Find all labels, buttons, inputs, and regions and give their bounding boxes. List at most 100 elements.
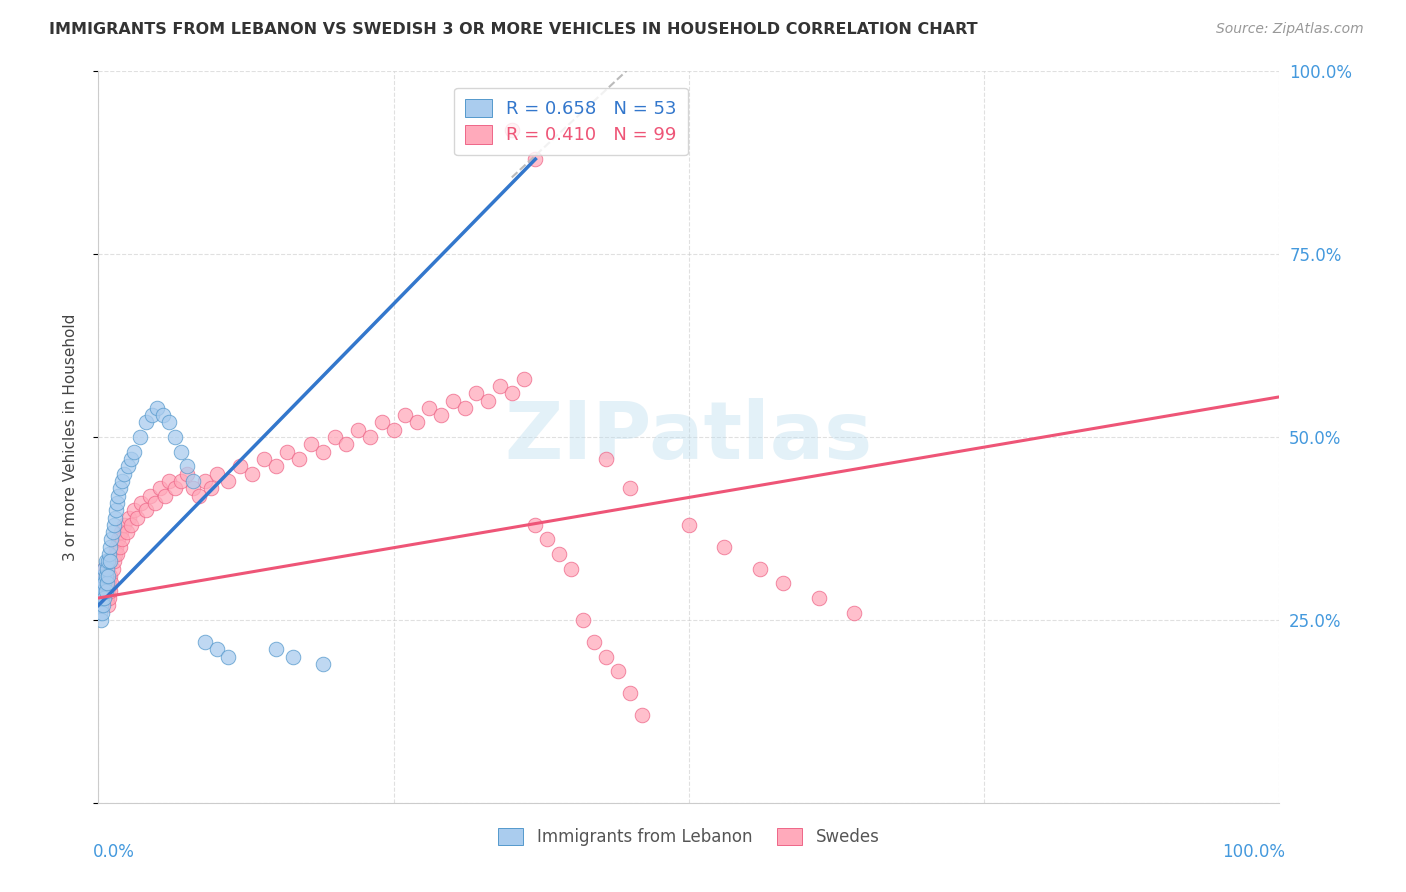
Point	[129, 496, 152, 510]
Legend: Immigrants from Lebanon, Swedes: Immigrants from Lebanon, Swedes	[492, 822, 886, 853]
Point	[181, 481, 204, 495]
Point	[229, 459, 252, 474]
Point	[90, 576, 112, 591]
Point	[93, 576, 115, 591]
Point	[91, 569, 114, 583]
Point	[205, 467, 228, 481]
Point	[157, 416, 180, 430]
Point	[772, 576, 794, 591]
Point	[100, 533, 122, 547]
Point	[101, 525, 124, 540]
Point	[678, 517, 700, 532]
Point	[187, 489, 209, 503]
Point	[607, 664, 630, 678]
Point	[283, 649, 305, 664]
Point	[101, 562, 124, 576]
Point	[104, 510, 127, 524]
Point	[97, 599, 120, 613]
Point	[441, 393, 464, 408]
Point	[200, 481, 222, 495]
Point	[98, 569, 121, 583]
Point	[844, 606, 866, 620]
Point	[111, 533, 134, 547]
Point	[121, 517, 143, 532]
Point	[91, 576, 114, 591]
Point	[264, 642, 287, 657]
Point	[205, 642, 228, 657]
Point	[217, 649, 239, 664]
Point	[91, 599, 114, 613]
Point	[512, 371, 534, 385]
Point	[118, 510, 141, 524]
Point	[122, 503, 145, 517]
Point	[264, 459, 287, 474]
Point	[89, 591, 111, 605]
Point	[91, 599, 114, 613]
Point	[253, 452, 276, 467]
Point	[103, 554, 125, 568]
Point	[165, 430, 187, 444]
Point	[465, 386, 488, 401]
Point	[90, 599, 112, 613]
Point	[170, 474, 193, 488]
Point	[100, 576, 122, 591]
Point	[127, 510, 149, 524]
Point	[477, 393, 499, 408]
Point	[91, 583, 114, 598]
Point	[630, 708, 652, 723]
Point	[347, 423, 370, 437]
Point	[90, 591, 112, 605]
Point	[276, 444, 298, 458]
Point	[149, 481, 172, 495]
Point	[93, 562, 115, 576]
Point	[93, 591, 115, 605]
Point	[91, 576, 114, 591]
Point	[105, 540, 128, 554]
Point	[96, 576, 118, 591]
Point	[143, 496, 166, 510]
Point	[96, 576, 118, 591]
Point	[105, 496, 128, 510]
Point	[335, 437, 357, 451]
Point	[91, 569, 114, 583]
Text: Source: ZipAtlas.com: Source: ZipAtlas.com	[1216, 22, 1364, 37]
Point	[91, 606, 114, 620]
Point	[619, 481, 641, 495]
Point	[501, 123, 523, 137]
Point	[128, 430, 150, 444]
Point	[524, 152, 547, 166]
Point	[98, 583, 121, 598]
Point	[382, 423, 405, 437]
Point	[98, 547, 121, 561]
Point	[312, 444, 335, 458]
Point	[98, 540, 121, 554]
Point	[104, 547, 127, 561]
Point	[94, 569, 117, 583]
Point	[135, 416, 157, 430]
Point	[115, 525, 138, 540]
Point	[91, 591, 114, 605]
Text: 0.0%: 0.0%	[93, 843, 135, 861]
Point	[89, 591, 111, 605]
Point	[176, 467, 198, 481]
Point	[108, 481, 131, 495]
Point	[394, 408, 416, 422]
Point	[141, 408, 163, 422]
Point	[122, 444, 145, 458]
Point	[89, 583, 111, 598]
Point	[194, 635, 217, 649]
Point	[105, 503, 128, 517]
Point	[121, 452, 143, 467]
Point	[91, 583, 114, 598]
Point	[90, 599, 112, 613]
Point	[89, 606, 111, 620]
Point	[181, 474, 204, 488]
Point	[288, 452, 311, 467]
Point	[157, 474, 180, 488]
Point	[94, 583, 117, 598]
Text: ZIPatlas: ZIPatlas	[505, 398, 873, 476]
Point	[107, 533, 129, 547]
Point	[98, 591, 121, 605]
Point	[97, 583, 120, 598]
Point	[112, 517, 135, 532]
